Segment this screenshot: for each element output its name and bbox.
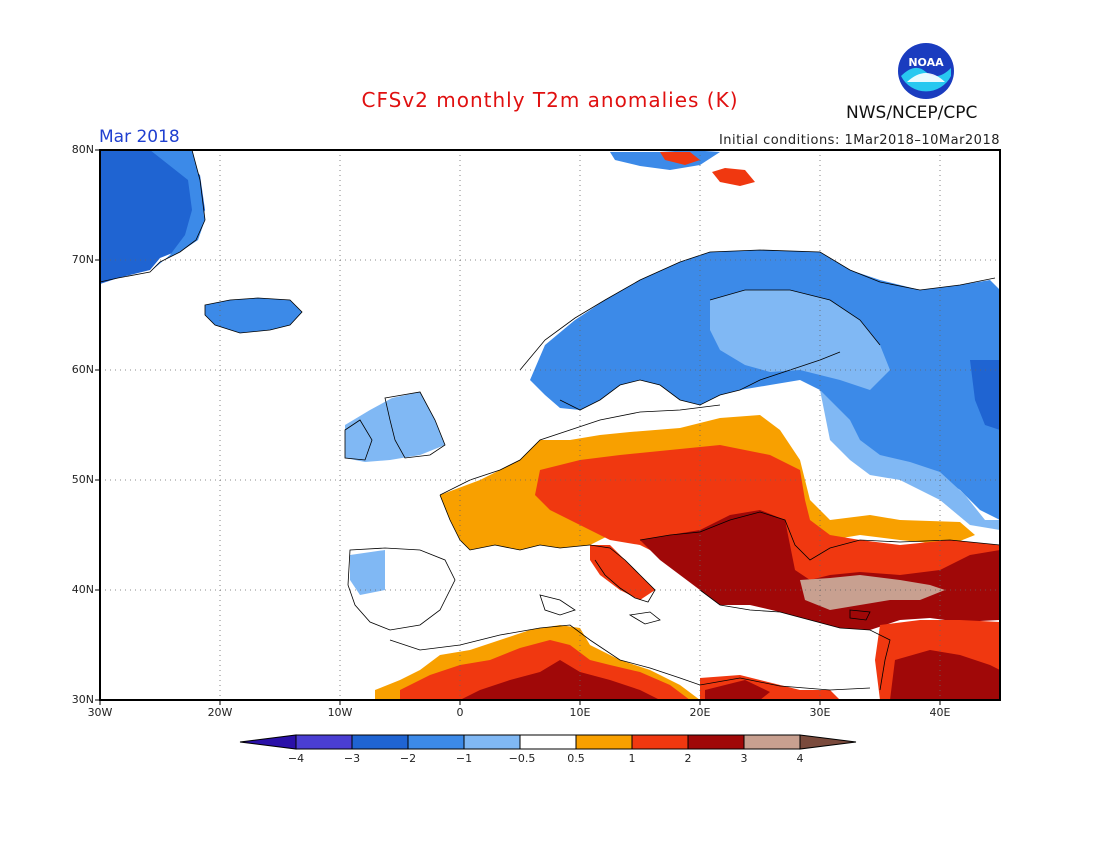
colorbar-swatch [463,734,521,750]
anomaly-italy [590,545,655,600]
lon-label-0: 0 [456,706,464,719]
noaa-logo: NOAA [898,43,954,99]
colorbar-label: 1 [628,752,636,765]
anomaly-franzjosef-hot [712,168,755,186]
gridlines [100,150,1000,700]
lon-label-40e: 40E [929,706,951,719]
logo-text: NOAA [908,56,944,69]
initial-conditions: Initial conditions: 1Mar2018–10Mar2018 [718,133,1000,148]
map-title: CFSv2 monthly T2m anomalies (K) [361,88,739,112]
anomaly-anatolia-extreme [800,575,945,610]
colorbar-arrow-low [239,734,297,750]
lon-label-30e: 30E [809,706,831,719]
colorbar-label: 4 [796,752,804,765]
anomaly-russia-cool [820,390,1000,530]
map-frame [99,149,1001,701]
anomaly-uk-ireland [345,392,445,462]
lon-label-10e: 10E [569,706,591,719]
colorbar-label: −1 [455,752,473,765]
anomaly-sahara-veryhot [460,660,660,700]
colorbar-swatch [743,734,801,750]
colorbar-label: 3 [740,752,748,765]
lat-label-40n: 40N [71,583,94,596]
anomaly-scandinavia [530,250,1000,520]
anomaly-greenland-edge [150,150,205,272]
colorbar-swatch [687,734,745,750]
anomaly-iceland [205,298,302,333]
colorbar-label: 2 [684,752,692,765]
lat-label-30n: 30N [71,693,94,706]
lat-label-50n: 50N [71,473,94,486]
colorbar-swatch [519,734,577,750]
lon-label-20e: 20E [689,706,711,719]
colorbar-label: −2 [399,752,417,765]
anomaly-mideast-veryhot [890,650,1000,700]
forecast-period: Mar 2018 [99,127,180,147]
anomaly-egypt-veryhot [705,680,770,700]
colorbar-swatch [631,734,689,750]
colorbar-label: 0.5 [567,752,585,765]
colorbar-label: −4 [287,752,305,765]
agency-label: NWS/NCEP/CPC [846,103,978,123]
lat-label-60n: 60N [71,363,94,376]
lat-label-80n: 80N [71,143,94,156]
lon-label-20w: 20W [207,706,233,719]
colorbar-swatch [407,734,465,750]
colorbar-swatch [295,734,353,750]
colorbar-label: −0.5 [508,752,536,765]
lon-label-10w: 10W [327,706,353,719]
colorbar-swatch [351,734,409,750]
colorbar-label: −3 [343,752,361,765]
lon-label-30w: 30W [87,706,113,719]
colorbar [239,734,857,750]
anomaly-russia-deep [970,360,1000,430]
anomaly-svalbard-hot [660,152,700,165]
colorbar-swatch [575,734,633,750]
anomaly-iberia-cool [350,550,385,595]
anomaly-finland-cool [710,290,890,390]
colorbar-arrow-high [799,734,857,750]
lat-label-70n: 70N [71,253,94,266]
